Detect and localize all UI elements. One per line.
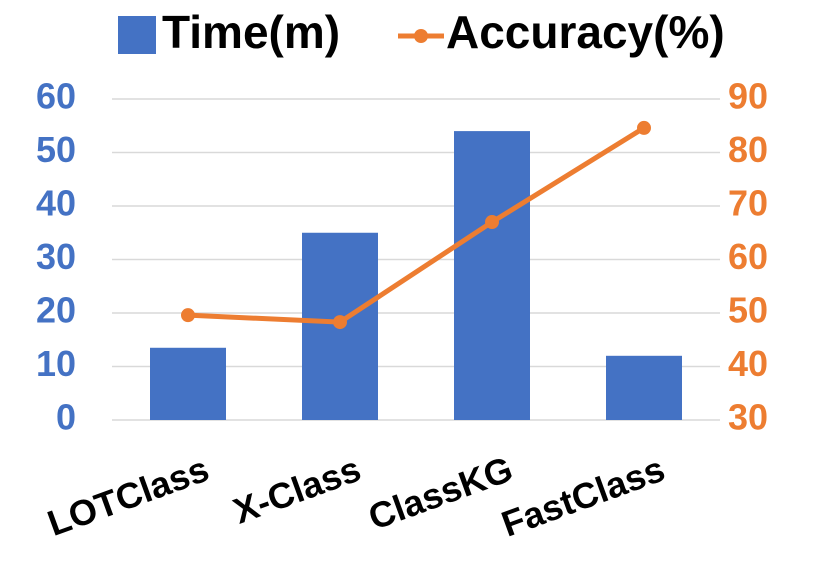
- x-tick-label: LOTClass: [42, 448, 214, 544]
- y2-tick-label: 40: [728, 343, 768, 384]
- legend-label: Accuracy(%): [446, 6, 725, 58]
- y2-tick-label: 90: [728, 76, 768, 117]
- bar: [606, 355, 682, 420]
- y-tick-label: 20: [36, 290, 76, 331]
- marker: [181, 308, 195, 323]
- y-tick-label: 0: [56, 397, 76, 438]
- y2-tick-label: 60: [728, 236, 768, 277]
- x-tick-label: ClassKG: [363, 448, 518, 538]
- marker: [333, 315, 347, 330]
- x-tick-label: FastClass: [496, 448, 670, 545]
- bar: [454, 131, 530, 420]
- marker: [485, 215, 499, 230]
- marker: [637, 120, 651, 135]
- legend-label: Time(m): [162, 6, 340, 58]
- y-tick-label: 30: [36, 236, 76, 277]
- y-tick-label: 50: [36, 129, 76, 170]
- legend-marker: [414, 29, 428, 43]
- y-tick-label: 10: [36, 343, 76, 384]
- y-tick-label: 60: [36, 76, 76, 117]
- bar: [150, 347, 226, 420]
- y2-tick-label: 50: [728, 290, 768, 331]
- y2-tick-label: 30: [728, 397, 768, 438]
- y2-tick-label: 70: [728, 183, 768, 224]
- line: [187, 125, 646, 325]
- legend-swatch: [118, 16, 156, 54]
- y-tick-label: 40: [36, 183, 76, 224]
- y2-tick-label: 80: [728, 129, 768, 170]
- x-tick-label: X-Class: [228, 448, 366, 532]
